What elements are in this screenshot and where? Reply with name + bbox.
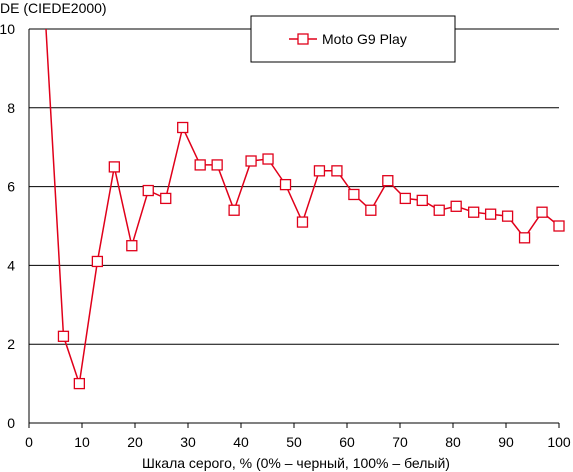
x-tick-label: 80: [445, 434, 461, 450]
x-tick-label: 10: [74, 434, 90, 450]
data-point: [228, 204, 240, 216]
data-point: [126, 240, 138, 252]
y-tick-label: 4: [7, 257, 15, 273]
data-point: [501, 210, 514, 222]
series-layer: [45, 28, 565, 390]
data-point: [399, 192, 411, 205]
data-point: [57, 330, 70, 342]
y-tick-label: 0: [7, 415, 15, 431]
x-tick-label: 70: [392, 434, 408, 450]
data-point: [536, 206, 548, 218]
x-tick-labels: 0 10 20 30 40 50 60 70 80 90 100: [25, 434, 571, 450]
data-point: [382, 175, 394, 187]
y-tick-labels: 0 2 4 6 8 10: [0, 21, 15, 431]
y-tick-label: 10: [0, 21, 15, 37]
data-point: [518, 232, 531, 244]
y-tick-label: 6: [7, 179, 15, 195]
x-tick-label: 30: [180, 434, 196, 450]
data-point: [160, 192, 172, 205]
data-point: [450, 200, 462, 212]
x-axis-title: Шкала серого, % (0% – черный, 100% – бел…: [142, 455, 450, 471]
data-point: [177, 121, 189, 134]
legend-label: Moto G9 Play: [322, 31, 407, 47]
data-point: [416, 194, 428, 207]
axes: [28, 29, 560, 428]
x-tick-label: 50: [286, 434, 302, 450]
data-point: [142, 184, 154, 197]
data-point: [245, 155, 257, 167]
gridlines: [29, 28, 559, 345]
y-tick-label: 2: [7, 336, 15, 352]
data-point: [279, 178, 292, 191]
legend-box: [250, 15, 456, 63]
x-tick-label: 40: [233, 434, 249, 450]
data-point: [91, 255, 104, 268]
data-point: [313, 165, 326, 177]
x-tick-label: 0: [25, 434, 33, 450]
x-tick-label: 100: [547, 434, 571, 450]
data-point: [348, 188, 360, 201]
data-point: [331, 165, 343, 177]
y-tick-label: 8: [7, 100, 15, 116]
data-point: [553, 220, 565, 232]
legend-marker-swatch: [297, 33, 309, 45]
data-point: [484, 208, 497, 220]
data-point: [433, 204, 445, 216]
data-point: [108, 161, 120, 173]
data-point: [296, 216, 309, 228]
x-tick-label: 90: [498, 434, 514, 450]
data-point: [262, 153, 274, 165]
legend: Moto G9 Play: [250, 15, 456, 63]
x-tick-label: 20: [127, 434, 143, 450]
data-point: [73, 377, 85, 390]
series-line: [45, 28, 560, 384]
y-axis-title: DE (CIEDE2000): [0, 0, 107, 16]
data-point: [194, 159, 206, 171]
x-tick-label: 60: [339, 434, 355, 450]
data-point: [468, 206, 480, 218]
data-point: [365, 204, 377, 216]
data-point: [211, 159, 223, 171]
